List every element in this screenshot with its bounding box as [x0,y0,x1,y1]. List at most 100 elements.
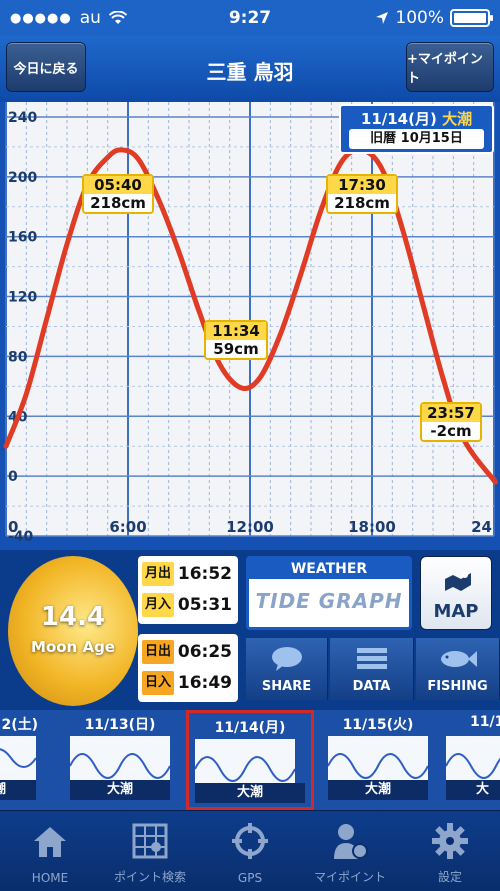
moon-times-box: 月出 16:52 月入 05:31 [138,556,238,624]
tide-graph-logo: TIDE GRAPH [255,589,403,613]
date-text: 11/14(月) [360,110,437,128]
date-card-tide: 大 [446,780,500,800]
sunset-label: 日入 [142,671,174,695]
date-card-label: 11/16 [470,714,500,730]
tab-settings[interactable]: 設定 [400,811,500,891]
lunar-date: 旧暦 10月15日 [349,129,484,149]
date-card-tide: 大潮 [0,780,36,800]
gps-icon [232,823,268,859]
callout-height: 218cm [334,194,390,212]
tide-callout: 11:34 59cm [204,320,268,360]
date-card-tide: 大潮 [70,780,170,800]
date-card-tide: 大潮 [195,783,305,803]
moonset-row: 月入 05:31 [142,591,234,619]
date-label: 11/14(月) 大潮 [341,108,492,129]
share-button[interactable]: SHARE [246,638,328,700]
x-tick-label: 24 [471,518,492,536]
callout-time: 05:40 [84,176,152,194]
status-right: 100% [375,8,493,28]
tide-callout: 23:57 -2cm [420,402,482,442]
data-label: DATA [352,679,391,694]
date-box: 11/14(月) 大潮 旧暦 10月15日 [339,104,494,154]
date-card-label: 11/14(月) [214,720,286,736]
fishing-label: FISHING [427,679,488,694]
tide-chart-area: -40 0 40 80 120 160 200 240 0 6:00 12:00 18:00 24 11… [0,102,500,550]
moonrise-time: 16:52 [177,564,232,584]
info-panel: 14.4 Moon Age 月出 16:52 月入 05:31 日出 06:25… [0,550,500,710]
callout-height: 59cm [213,340,259,358]
sunset-row: 日入 16:49 [142,669,234,697]
y-tick-label: 0 [8,469,18,485]
tide-wave-icon [446,736,500,780]
list-icon [356,648,387,669]
date-card-label: 11/13(日) [84,717,156,733]
callout-time: 23:57 [422,404,480,422]
tab-label: HOME [31,871,69,885]
date-card-label: 11/15(火) [342,717,414,733]
x-tick-label: 6:00 [109,518,146,536]
x-tick-label: 18:00 [348,518,396,536]
y-tick-label: 160 [8,230,37,246]
wifi-icon [108,11,127,24]
speech-bubble-icon [271,647,302,671]
moonset-label: 月入 [142,593,174,617]
tab-bar: HOME ポイント検索 GPS マイポイント 設定 [0,810,500,890]
y-tick-label: 200 [8,170,37,186]
date-card[interactable]: 11/16 大 [440,710,500,810]
callout-time: 11:34 [206,322,266,340]
date-strip: 2(土) 大潮 11/13(日) 大潮 11/14(月) 大潮 11/15(火)… [0,710,500,810]
y-tick-label: 240 [8,110,37,126]
y-tick-label: 80 [8,349,28,365]
carrier-label: au [79,8,101,28]
tide-wave-icon [0,736,36,780]
share-label: SHARE [261,679,312,694]
fish-icon [440,651,477,667]
moonset-time: 05:31 [177,595,232,615]
sunrise-row: 日出 06:25 [142,638,234,666]
tide-callout: 05:40 218cm [82,174,154,214]
data-button[interactable]: DATA [330,638,414,700]
status-bar: ●●●●● au 9:27 100% [0,0,500,36]
sun-times-box: 日出 06:25 日入 16:49 [138,634,238,702]
moonrise-row: 月出 16:52 [142,560,234,588]
tab-gps[interactable]: GPS [200,811,300,891]
fishing-button[interactable]: FISHING [416,638,500,700]
signal-dots-icon: ●●●●● [10,10,72,26]
battery-icon [450,9,493,27]
x-tick-label: 0 [8,518,18,536]
tab-my-point[interactable]: マイポイント [300,811,400,891]
map-label: MAP [433,601,479,622]
tab-label: マイポイント [313,870,386,884]
moon-age-value: 14.4 [40,602,106,632]
sunrise-time: 06:25 [177,642,232,662]
x-tick-label: 12:00 [226,518,274,536]
callout-height: 218cm [90,194,146,212]
date-card[interactable]: 11/13(日) 大潮 [64,710,176,810]
y-tick-label: 120 [8,290,37,306]
callout-height: -2cm [430,422,472,440]
map-icon [445,572,471,591]
battery-label: 100% [395,8,444,28]
date-card[interactable]: 2(土) 大潮 [0,710,42,810]
tab-home[interactable]: HOME [0,811,100,891]
tide-wave-icon [70,736,170,780]
callout-time: 17:30 [328,176,396,194]
tab-point-search[interactable]: ポイント検索 [100,811,200,891]
add-my-point-button[interactable]: +マイポイント [406,42,494,92]
settings-icon [432,823,468,859]
moon-age-display[interactable]: 14.4 Moon Age [8,556,138,706]
my-point-icon [334,824,368,859]
map-button[interactable]: MAP [420,556,492,630]
sunrise-label: 日出 [142,640,174,664]
sunset-time: 16:49 [177,673,232,693]
status-time: 9:27 [228,8,272,28]
page-title: 三重 鳥羽 [206,60,294,84]
date-card-label: 2(土) [1,717,38,733]
back-to-today-button[interactable]: 今日に戻る [6,42,86,92]
date-card-selected[interactable]: 11/14(月) 大潮 [186,710,314,810]
navigation-bar: 今日に戻る 三重 鳥羽 +マイポイント [0,36,500,102]
weather-button[interactable]: WEATHER TIDE GRAPH [246,556,412,630]
status-left: ●●●●● au [10,8,127,28]
date-card[interactable]: 11/15(火) 大潮 [322,710,434,810]
